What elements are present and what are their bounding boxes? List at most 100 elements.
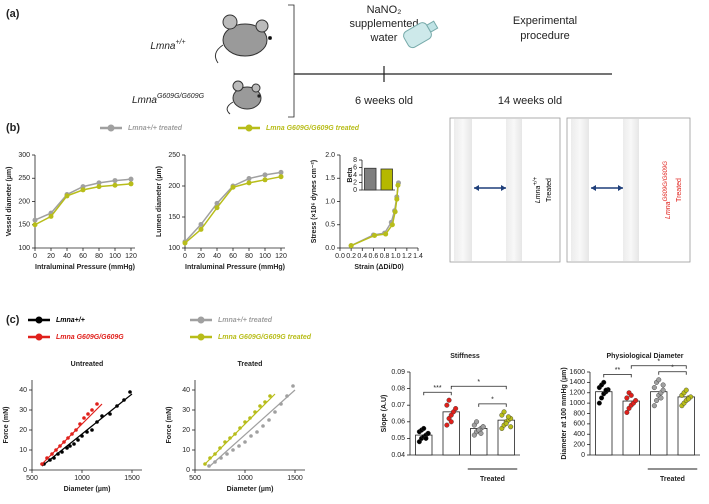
- point: [112, 182, 118, 188]
- point: [628, 392, 634, 398]
- point: [262, 177, 268, 183]
- y-tick-label: 0: [581, 452, 585, 459]
- x-tick-label: 0.6: [369, 253, 379, 260]
- point: [70, 432, 74, 436]
- y-tick-label: 0.05: [391, 435, 405, 442]
- point: [503, 420, 509, 426]
- endpoint-label: Experimental: [513, 15, 577, 27]
- point: [231, 448, 235, 452]
- mouse-icon: [226, 80, 262, 115]
- point: [624, 395, 630, 401]
- point: [423, 435, 429, 441]
- y-axis-label: Lumen diameter (µm): [156, 166, 163, 237]
- treatment-label: NaNO₂: [367, 4, 402, 16]
- genotype-sup: G609G/G609G: [663, 161, 669, 202]
- x-tick-label: 1000: [74, 475, 90, 482]
- genotype-sup: +/+: [533, 176, 539, 185]
- point: [389, 222, 395, 228]
- point: [64, 193, 70, 199]
- point: [478, 430, 484, 436]
- y-axis-label: Force (mN): [166, 407, 173, 444]
- point: [48, 458, 52, 462]
- point: [218, 446, 222, 450]
- x-tick-label: 60: [229, 253, 237, 260]
- point: [444, 422, 450, 428]
- x-tick-label: 100: [109, 253, 121, 260]
- point: [122, 398, 126, 402]
- y-tick-label: 40: [182, 387, 190, 394]
- point: [95, 402, 99, 406]
- point: [603, 387, 609, 393]
- point: [258, 404, 262, 408]
- point: [182, 240, 188, 246]
- point: [128, 181, 134, 187]
- group-label: Treated: [660, 476, 685, 483]
- significance-bracket: [603, 373, 632, 378]
- point: [263, 400, 267, 404]
- x-tick-label: 0.4: [357, 253, 367, 260]
- y-tick-label: 600: [573, 421, 585, 428]
- y-tick-label: 250: [168, 152, 180, 159]
- end-label: 14 weeks old: [498, 95, 562, 107]
- point: [58, 444, 62, 448]
- x-axis-label: Diameter (µm): [227, 486, 274, 493]
- group-label: Treated: [480, 476, 505, 483]
- y-tick-label: 30: [182, 407, 190, 414]
- image-label: Treated: [546, 178, 553, 202]
- point: [52, 456, 56, 460]
- x-tick-label: 120: [125, 253, 137, 260]
- point: [480, 424, 486, 430]
- point: [291, 384, 295, 388]
- y-tick-label: 150: [18, 222, 30, 229]
- point: [633, 398, 639, 404]
- y-tick-label: 20: [182, 427, 190, 434]
- point: [95, 420, 99, 424]
- point: [96, 180, 102, 186]
- y-tick-label: 150: [168, 214, 180, 221]
- legend-label: Lmna+/+ treated: [218, 317, 273, 324]
- x-tick-label: 0.2: [346, 253, 356, 260]
- point: [66, 436, 70, 440]
- genotype-base: Lmna: [665, 201, 672, 219]
- point: [45, 456, 49, 460]
- point: [425, 430, 431, 436]
- x-tick-label: 1.0: [391, 253, 401, 260]
- vessel-wall: [506, 119, 522, 261]
- point: [508, 424, 514, 430]
- legend-marker: [107, 124, 115, 132]
- image-genotype: LmnaG609G/G609G: [663, 161, 672, 219]
- point: [267, 418, 271, 422]
- point: [654, 398, 660, 404]
- point: [230, 184, 236, 190]
- y-tick-label: 0: [353, 187, 357, 194]
- point: [108, 412, 112, 416]
- y-tick-label: 100: [168, 245, 180, 252]
- point: [74, 428, 78, 432]
- x-tick-label: 80: [95, 253, 103, 260]
- significance-label: *: [671, 365, 674, 372]
- point: [78, 422, 82, 426]
- x-tick-label: 40: [63, 253, 71, 260]
- significance-bracket: [630, 365, 687, 369]
- point: [596, 400, 602, 406]
- y-axis-label: Vessel diameter (µm): [6, 167, 13, 237]
- point: [50, 452, 54, 456]
- genotype-label: LmnaG609G/G609G: [132, 93, 205, 106]
- x-tick-label: 20: [197, 253, 205, 260]
- x-tick-label: 1000: [237, 475, 253, 482]
- x-tick-label: 500: [26, 475, 38, 482]
- point: [237, 444, 241, 448]
- point: [80, 434, 84, 438]
- point: [32, 217, 38, 223]
- mouse-icon: [214, 14, 272, 64]
- point: [268, 394, 272, 398]
- axes: [31, 380, 142, 471]
- x-tick-label: 1.2: [402, 253, 412, 260]
- point: [223, 440, 227, 444]
- y-tick-label: 200: [573, 441, 585, 448]
- point: [656, 377, 662, 383]
- point: [62, 440, 66, 444]
- y-tick-label: 100: [18, 245, 30, 252]
- y-tick-label: 0.04: [391, 452, 405, 459]
